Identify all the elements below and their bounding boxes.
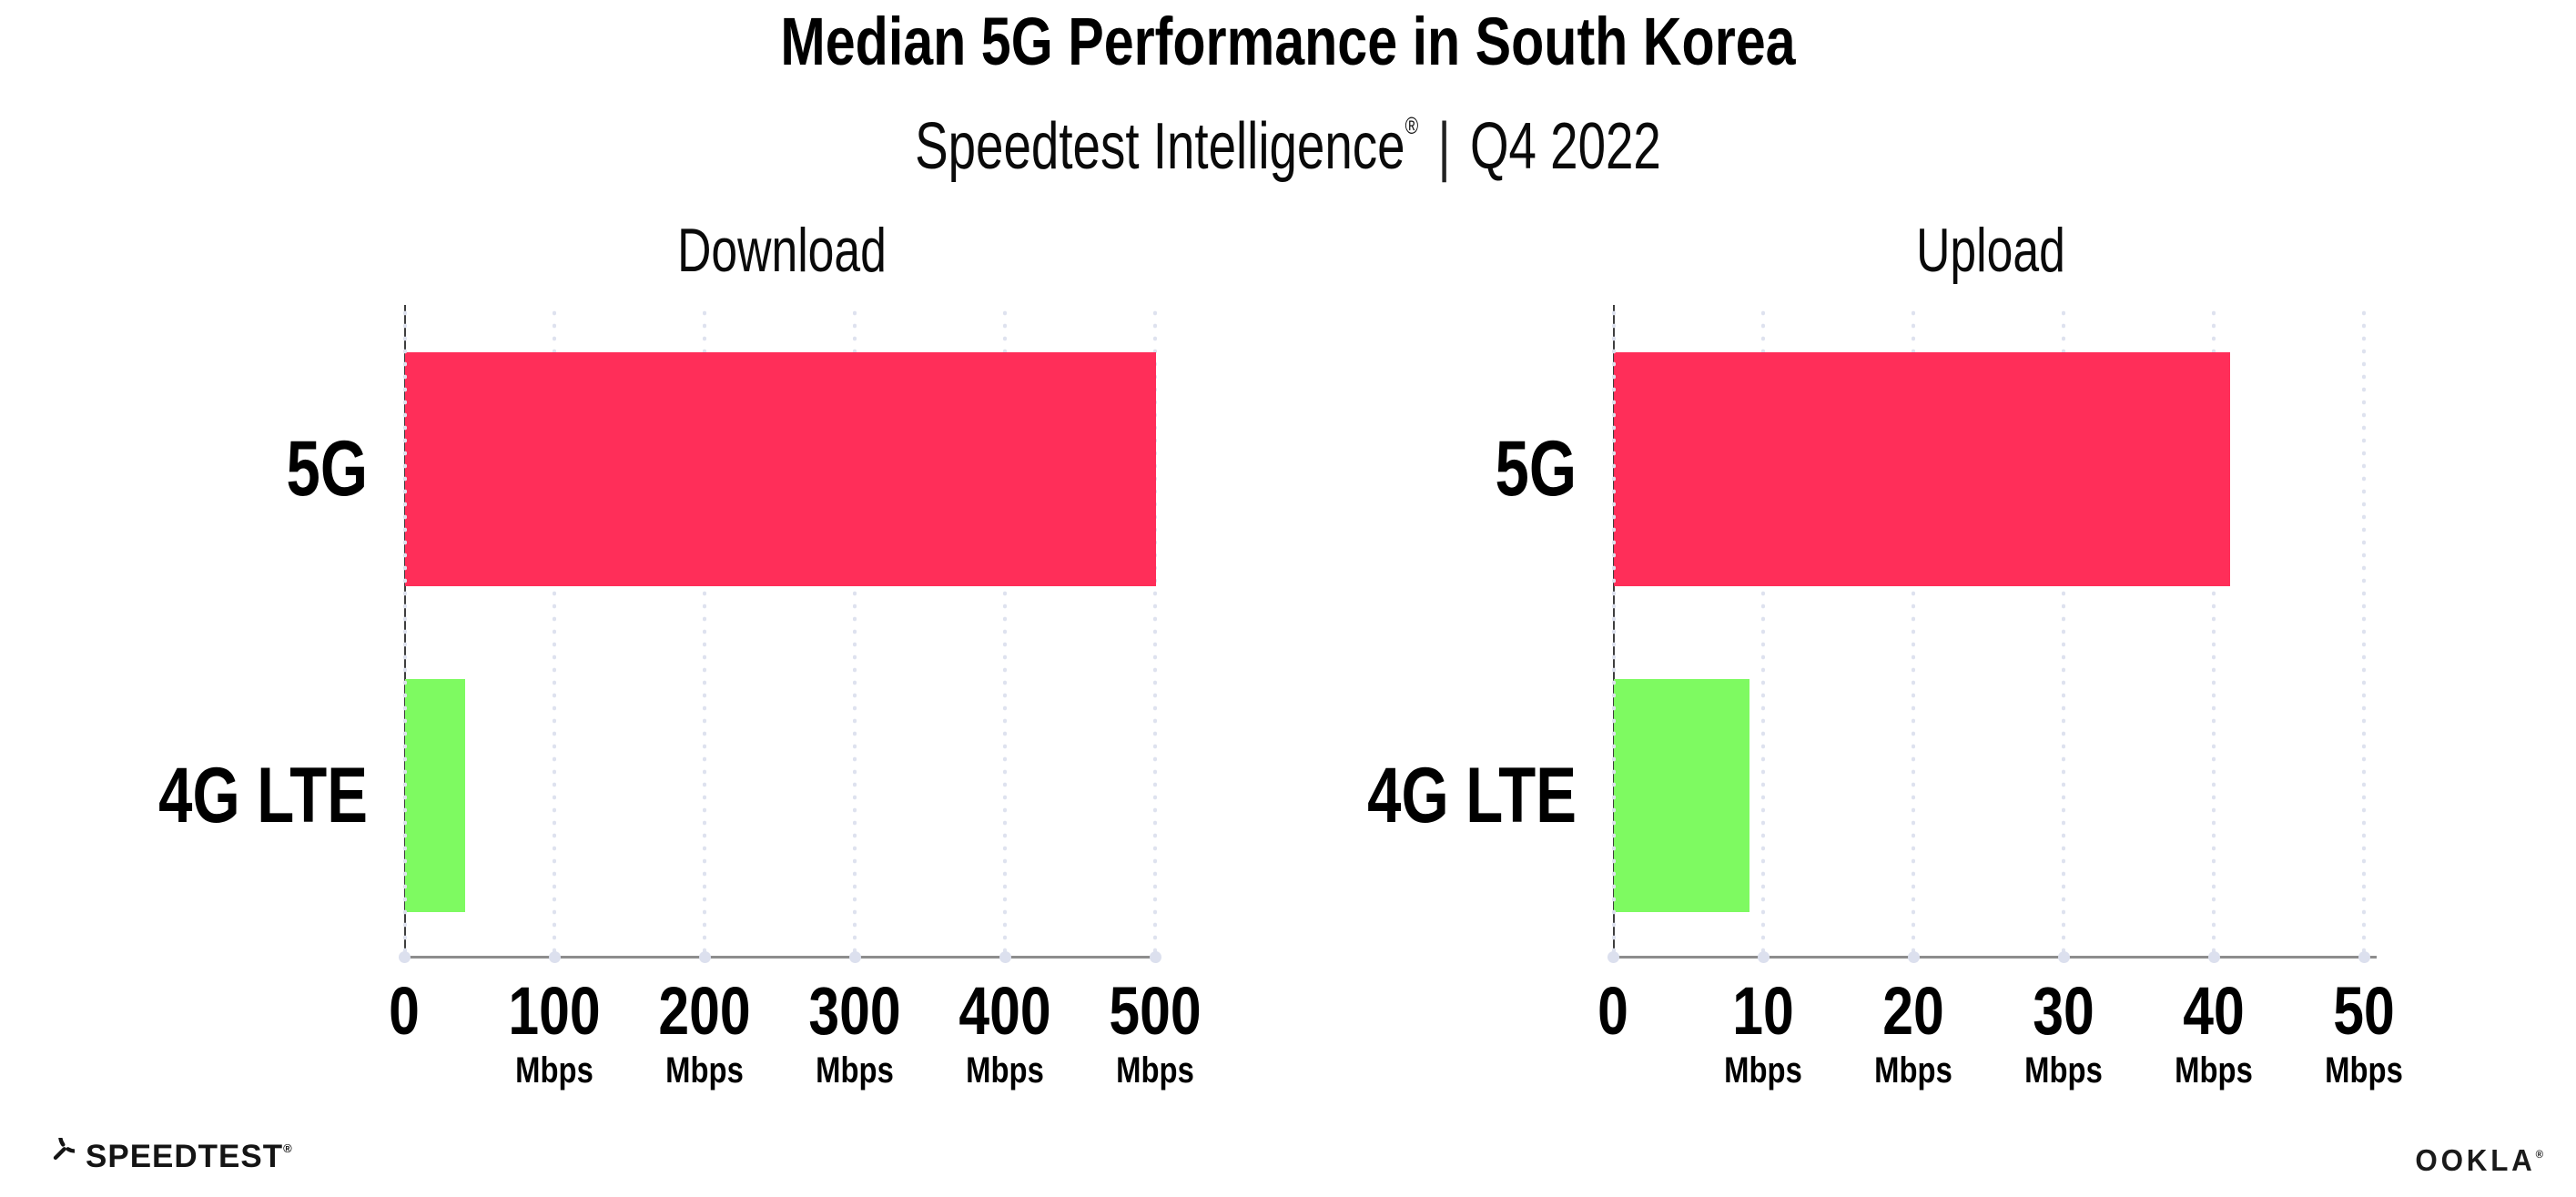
gridline bbox=[553, 307, 556, 956]
gridline bbox=[1761, 307, 1765, 956]
axis-dot bbox=[699, 951, 711, 963]
registered-trademark-icon: ® bbox=[283, 1141, 293, 1155]
x-tick-unit: Mbps bbox=[816, 1050, 894, 1090]
upload-chart: Upload 5G 4G LTE 0 10 Mbps 20 Mbps bbox=[1367, 218, 2403, 1090]
x-tick-unit: Mbps bbox=[2024, 1050, 2103, 1090]
registered-trademark-icon: ® bbox=[1405, 112, 1419, 139]
x-tick-unit: Mbps bbox=[966, 1050, 1044, 1090]
gridline-zero-overlay bbox=[1612, 307, 1616, 956]
speedtest-wordmark: SPEEDTEST® bbox=[86, 1139, 293, 1175]
axis-dot bbox=[1908, 951, 1920, 963]
subtitle-brand: Speedtest Intelligence bbox=[915, 110, 1405, 183]
axis-dot bbox=[1607, 951, 1619, 963]
page-title: Median 5G Performance in South Korea bbox=[780, 4, 1796, 79]
x-tick-value: 100 bbox=[508, 973, 601, 1049]
speedtest-wordmark-text: SPEEDTEST bbox=[86, 1139, 284, 1174]
axis-dot bbox=[2208, 951, 2220, 963]
axis-dot bbox=[399, 951, 411, 963]
gridline bbox=[2212, 307, 2216, 956]
x-tick-value: 10 bbox=[1732, 973, 1794, 1049]
gridline bbox=[2362, 307, 2366, 956]
category-label-5g: 5G bbox=[1495, 425, 1577, 512]
x-tick-unit: Mbps bbox=[1724, 1050, 1802, 1090]
registered-trademark-icon: ® bbox=[2535, 1148, 2543, 1161]
x-tick-value: 200 bbox=[658, 973, 751, 1049]
axis-dot bbox=[2358, 951, 2370, 963]
x-axis-line bbox=[1613, 956, 2377, 959]
axis-dot bbox=[849, 951, 861, 963]
x-tick: 50 Mbps bbox=[2282, 973, 2446, 1090]
ookla-logo: OOKLA® bbox=[2415, 1143, 2543, 1178]
ookla-wordmark-text: OOKLA bbox=[2415, 1143, 2536, 1177]
x-tick-value: 300 bbox=[808, 973, 901, 1049]
gridline bbox=[1912, 307, 1915, 956]
x-tick-value: 0 bbox=[389, 973, 420, 1049]
category-label-4g-lte: 4G LTE bbox=[1367, 751, 1577, 839]
bar-4g-lte-download bbox=[405, 679, 465, 912]
x-tick-value: 30 bbox=[2033, 973, 2094, 1049]
x-tick: 400 Mbps bbox=[923, 973, 1087, 1090]
bar-4g-lte-upload bbox=[1614, 679, 1749, 912]
x-tick-value: 400 bbox=[958, 973, 1051, 1049]
gridline bbox=[1153, 307, 1157, 956]
x-tick-unit: Mbps bbox=[1874, 1050, 1952, 1090]
x-tick-unit: Mbps bbox=[515, 1050, 593, 1090]
gridline bbox=[703, 307, 706, 956]
x-axis-line bbox=[404, 956, 1159, 959]
subtitle-period: Q4 2022 bbox=[1469, 110, 1661, 183]
x-tick: 500 Mbps bbox=[1073, 973, 1237, 1090]
download-chart-title: Download bbox=[677, 216, 887, 285]
x-tick-value: 0 bbox=[1597, 973, 1628, 1049]
x-tick-unit: Mbps bbox=[665, 1050, 744, 1090]
x-tick: 10 Mbps bbox=[1681, 973, 1845, 1090]
speedtest-logo: SPEEDTEST® bbox=[36, 1138, 293, 1176]
x-tick: 300 Mbps bbox=[773, 973, 937, 1090]
x-tick-value: 40 bbox=[2183, 973, 2245, 1049]
bar-5g-upload bbox=[1614, 352, 2230, 586]
category-label-5g: 5G bbox=[286, 425, 368, 512]
axis-dot bbox=[549, 951, 561, 963]
speedtest-gauge-icon bbox=[36, 1138, 75, 1176]
axis-dot bbox=[1758, 951, 1770, 963]
gridline bbox=[2062, 307, 2065, 956]
x-tick-value: 20 bbox=[1882, 973, 1944, 1049]
x-tick-unit: Mbps bbox=[2175, 1050, 2253, 1090]
x-tick: 40 Mbps bbox=[2132, 973, 2296, 1090]
x-tick: 100 Mbps bbox=[472, 973, 636, 1090]
category-label-4g-lte: 4G LTE bbox=[158, 751, 368, 839]
x-tick: 200 Mbps bbox=[623, 973, 786, 1090]
x-tick-value: 50 bbox=[2333, 973, 2395, 1049]
axis-dot bbox=[999, 951, 1011, 963]
x-tick-unit: Mbps bbox=[1116, 1050, 1194, 1090]
subtitle-separator: | bbox=[1437, 110, 1451, 183]
x-tick: 30 Mbps bbox=[1982, 973, 2145, 1090]
x-tick: 0 bbox=[1531, 973, 1695, 1051]
gridline bbox=[853, 307, 857, 956]
x-tick-value: 500 bbox=[1109, 973, 1202, 1049]
upload-chart-title: Upload bbox=[1916, 216, 2065, 285]
gridline-zero-overlay bbox=[403, 307, 407, 956]
x-tick: 0 bbox=[322, 973, 486, 1051]
page-subtitle: Speedtest Intelligence® | Q4 2022 bbox=[309, 87, 2267, 185]
x-tick: 20 Mbps bbox=[1831, 973, 1995, 1090]
gridline bbox=[1003, 307, 1007, 956]
x-tick-unit: Mbps bbox=[2325, 1050, 2403, 1090]
axis-dot bbox=[1150, 951, 1161, 963]
axis-dot bbox=[2058, 951, 2070, 963]
download-chart: Download 5G 4G LTE 0 100 Mbps 200 Mbps bbox=[158, 218, 1201, 1090]
bar-5g-download bbox=[405, 352, 1156, 586]
